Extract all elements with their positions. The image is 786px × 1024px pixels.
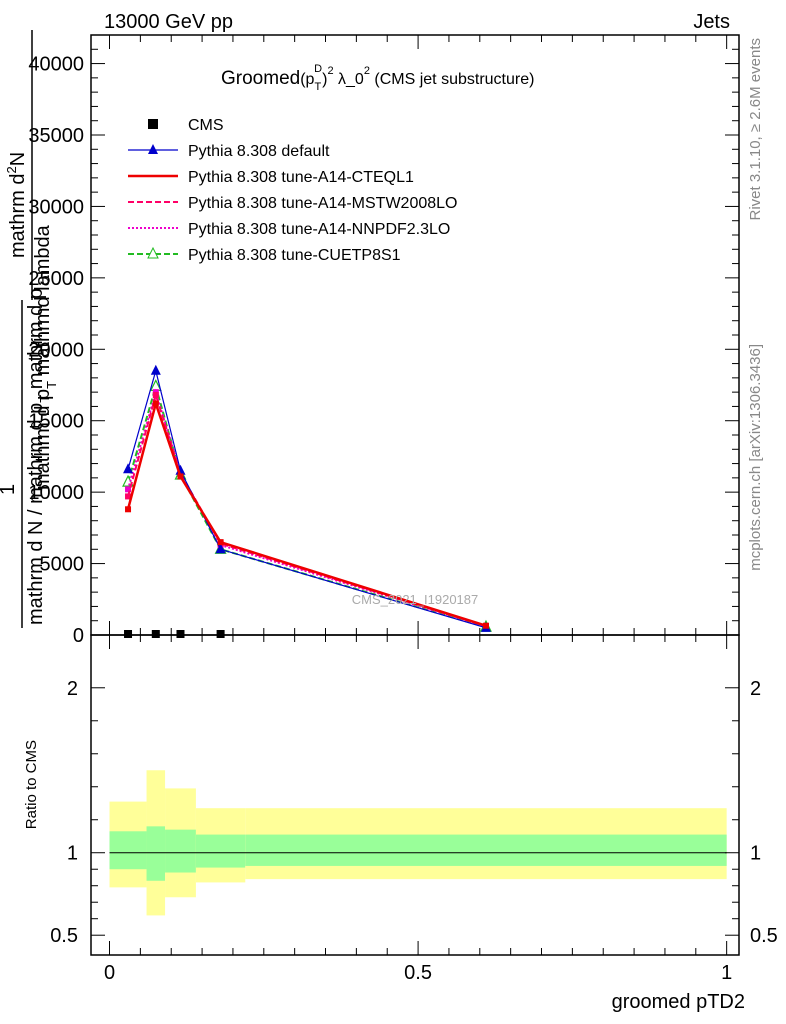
point-mstw bbox=[152, 392, 159, 398]
series-line-nnpdf bbox=[127, 388, 487, 628]
ratio-plot-frame bbox=[90, 634, 740, 956]
legend-item-cteql1: Pythia 8.308 tune-A14-CTEQL1 bbox=[128, 169, 414, 186]
svg-text:mathrm d N / mathrm d pT mathr: mathrm d N / mathrm d pT mathrm d p bbox=[25, 288, 52, 625]
legend-item-mstw: Pythia 8.308 tune-A14-MSTW2008LO bbox=[128, 195, 457, 212]
svg-text:mathrm d pT mathrmd lambda: mathrm d pT mathrmd lambda bbox=[32, 224, 59, 490]
ratio-ytick-label-right: 2 bbox=[750, 678, 761, 700]
legend-label-cuetp8s1: Pythia 8.308 tune-CUETP8S1 bbox=[188, 247, 401, 264]
legend-item-cms: CMS bbox=[148, 117, 224, 134]
legend-label-nnpdf: Pythia 8.308 tune-A14-NNPDF2.3LO bbox=[188, 221, 450, 238]
series-cms bbox=[124, 630, 225, 638]
legend-item-default: Pythia 8.308 default bbox=[128, 143, 330, 160]
ratio-xtick-label: 1 bbox=[721, 962, 732, 984]
ratio-ytick-label-right: 0.5 bbox=[750, 925, 778, 947]
main-ytick-label: 40000 bbox=[28, 54, 84, 76]
header-category: Jets bbox=[693, 11, 730, 33]
ratio-ytick-label: 2 bbox=[67, 678, 78, 700]
main-ytick-label: 30000 bbox=[28, 196, 84, 218]
series-cteql1 bbox=[125, 399, 489, 629]
ratio-y-label: Ratio to CMS bbox=[23, 740, 40, 829]
legend: CMS Pythia 8.308 default Pythia 8.308 tune… bbox=[128, 117, 457, 264]
point-cteql1 bbox=[152, 400, 159, 407]
ratio-ytick-label: 0.5 bbox=[50, 925, 78, 947]
point-default bbox=[150, 364, 161, 375]
point-cteql1 bbox=[482, 622, 489, 629]
legend-label-cteql1: Pythia 8.308 tune-A14-CTEQL1 bbox=[188, 169, 414, 186]
svg-text:1: 1 bbox=[0, 484, 19, 495]
analysis-watermark: CMS_2021_I1920187 bbox=[352, 592, 479, 607]
point-mstw bbox=[125, 493, 132, 500]
x-axis-label: groomed pTD2 bbox=[612, 991, 745, 1013]
main-ytick-label: 15000 bbox=[28, 411, 84, 433]
legend-marker-cuetp8s1 bbox=[147, 246, 159, 259]
legend-label-default: Pythia 8.308 default bbox=[188, 143, 330, 160]
main-y-label: mathrm d2N mathrm d pT mathrmd lambda 1 … bbox=[0, 30, 59, 628]
point-cms bbox=[176, 630, 185, 638]
main-ytick-label: 35000 bbox=[28, 125, 84, 147]
header-energy: 13000 GeV pp bbox=[104, 11, 233, 33]
main-ytick-label: 0 bbox=[73, 625, 84, 647]
point-default bbox=[215, 543, 226, 554]
point-cteql1 bbox=[217, 539, 224, 546]
ratio-band-inner bbox=[109, 831, 147, 870]
series-line-default bbox=[127, 368, 487, 629]
point-default bbox=[123, 463, 134, 474]
point-nnpdf bbox=[125, 486, 132, 493]
legend-marker-default bbox=[148, 144, 158, 154]
point-cms bbox=[151, 630, 160, 638]
point-cteql1 bbox=[125, 506, 132, 513]
ratio-ytick-label-right: 1 bbox=[750, 843, 761, 865]
ratio-band-inner bbox=[146, 826, 166, 881]
ratio-xtick-label: 0 bbox=[104, 962, 115, 984]
legend-marker-cms bbox=[148, 119, 158, 129]
main-ytick-label: 10000 bbox=[28, 482, 84, 504]
main-ytick-label: 20000 bbox=[28, 339, 84, 361]
main-ytick-label: 25000 bbox=[28, 268, 84, 290]
main-plot: 0 5000 10000 15000 20000 25000 30000 35000 40000 bbox=[28, 34, 740, 647]
ratio-band-inner bbox=[195, 834, 246, 868]
chart-title: Groomed(pTD)2 λ_02 (CMS jet substructure… bbox=[221, 63, 534, 93]
ratio-band-inner bbox=[245, 834, 727, 866]
ratio-ytick-label: 1 bbox=[67, 843, 78, 865]
legend-item-cuetp8s1: Pythia 8.308 tune-CUETP8S1 bbox=[128, 246, 401, 264]
legend-item-nnpdf: Pythia 8.308 tune-A14-NNPDF2.3LO bbox=[128, 221, 450, 238]
point-cms bbox=[124, 630, 133, 638]
legend-label-mstw: Pythia 8.308 tune-A14-MSTW2008LO bbox=[188, 195, 457, 212]
mcplots-label: mcplots.cern.ch [arXiv:1306.3436] bbox=[747, 344, 764, 571]
point-cteql1 bbox=[177, 473, 184, 480]
point-cms bbox=[216, 630, 225, 638]
rivet-label: Rivet 3.1.10, ≥ 2.6M events bbox=[747, 38, 764, 221]
ratio-xtick-label: 0.5 bbox=[404, 962, 432, 984]
main-ytick-label: 5000 bbox=[40, 554, 85, 576]
ratio-band-inner bbox=[165, 829, 196, 873]
ratio-plot: 0.5 0.5 1 1 2 2 bbox=[50, 634, 778, 956]
legend-label-cms: CMS bbox=[188, 117, 224, 134]
svg-text:mathrm d2N: mathrm d2N bbox=[4, 152, 29, 258]
